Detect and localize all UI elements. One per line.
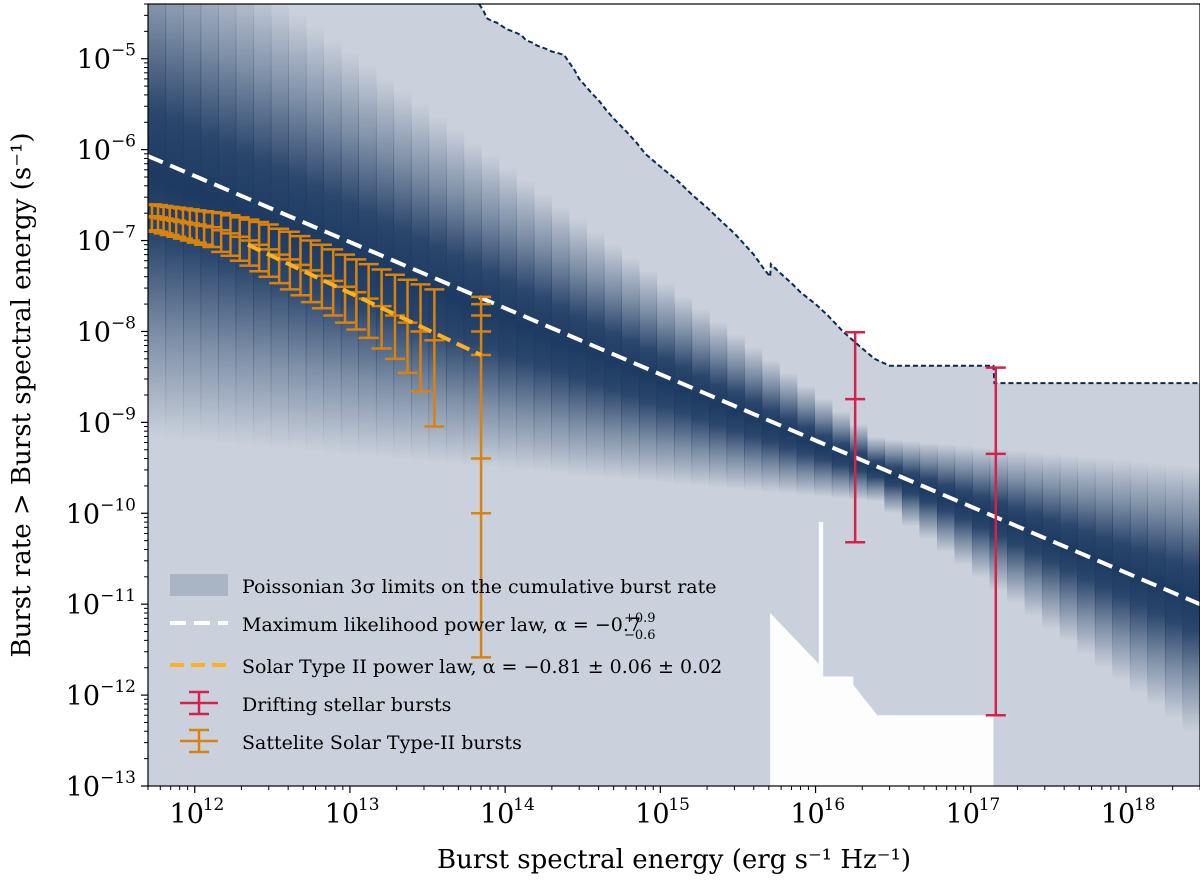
posterior-band-strip <box>849 424 868 501</box>
legend-label-solar: Solar Type II power law, α = −0.81 ± 0.0… <box>242 656 722 678</box>
x-tick-label: 10 <box>325 799 359 830</box>
y-tick-label: 10−10 <box>66 495 136 530</box>
posterior-band-strip <box>516 180 535 471</box>
x-tick-exponent: 13 <box>358 795 380 815</box>
posterior-band-strip <box>235 4 254 447</box>
posterior-band-strip <box>901 441 921 527</box>
y-tick-label: 10−6 <box>77 132 136 167</box>
x-tick-exponent: 18 <box>1134 795 1156 815</box>
posterior-band-strip <box>323 38 342 454</box>
y-tick-label: 10−12 <box>66 677 136 712</box>
posterior-band-strip <box>744 346 763 491</box>
posterior-band-strip <box>1042 453 1061 629</box>
posterior-band-strip <box>954 445 973 565</box>
legend-label-limits: Poissonian 3σ limits on the cumulative b… <box>242 576 717 598</box>
posterior-band-strip <box>919 442 938 540</box>
x-tick-label: 10 <box>480 799 514 830</box>
x-tick-label: 10 <box>790 799 824 830</box>
x-tick-exponent: 14 <box>513 795 535 815</box>
posterior-band-strip <box>411 103 430 462</box>
y-tick-label: 10−11 <box>66 586 136 621</box>
y-tick-label: 10−7 <box>77 223 136 258</box>
x-tick-exponent: 12 <box>203 795 225 815</box>
posterior-band-strip <box>358 64 377 457</box>
y-tick-label: 10−9 <box>77 404 136 439</box>
posterior-band-strip <box>498 167 517 470</box>
posterior-band-strip <box>638 269 658 482</box>
posterior-band-strip <box>796 385 815 496</box>
posterior-band-strip <box>761 359 780 493</box>
legend-label-ml: Maximum likelihood power law, α = −0.7 <box>242 614 641 636</box>
posterior-band-strip <box>481 154 500 468</box>
solar-power-law-line <box>247 242 482 357</box>
posterior-band-strip <box>1129 461 1148 694</box>
posterior-band-strip <box>674 295 693 485</box>
posterior-band-strip <box>305 26 324 453</box>
posterior-band-strip <box>270 4 289 450</box>
y-tick-label: 10−8 <box>77 313 136 348</box>
y-tick-label: 10−13 <box>66 768 136 803</box>
posterior-band-strip <box>253 4 272 448</box>
x-tick-exponent: 17 <box>979 795 1001 815</box>
x-tick-label: 10 <box>1101 799 1135 830</box>
x-tick-label: 10 <box>635 799 669 830</box>
posterior-band-strip <box>568 218 587 476</box>
posterior-band-strip <box>375 77 395 459</box>
satellite-bursts-series <box>148 203 492 659</box>
posterior-band-strip <box>709 321 728 488</box>
legend-patch-limits <box>170 574 228 596</box>
posterior-band-strip <box>603 244 622 479</box>
legend-label-satellite: Sattelite Solar Type-II bursts <box>242 732 522 754</box>
excluded-region-lower <box>770 522 994 786</box>
posterior-band-strip <box>656 282 675 484</box>
posterior-band-strip <box>779 372 798 494</box>
x-axis-label: Burst spectral energy (erg s⁻¹ Hz⁻¹) <box>437 845 911 875</box>
limit-contour-line <box>478 4 1200 385</box>
x-tick-label: 10 <box>170 799 204 830</box>
posterior-band-strip <box>726 334 745 490</box>
excluded-region-upper-mask <box>479 4 1200 384</box>
posterior-band-strip <box>814 398 833 497</box>
posterior-band-strip <box>884 439 903 514</box>
posterior-band-strip <box>1059 454 1078 642</box>
posterior-band-strip <box>586 231 605 477</box>
legend-ml-sup: +0.9 <box>624 611 656 626</box>
legend-ml-sub: −0.6 <box>624 628 656 643</box>
x-tick-exponent: 16 <box>824 795 846 815</box>
stellar-bursts-series <box>845 331 1006 717</box>
x-tick-exponent: 15 <box>668 795 690 815</box>
y-tick-label: 10−5 <box>77 41 136 76</box>
y-axis-label: Burst rate > Burst spectral energy (s⁻¹) <box>7 133 37 658</box>
posterior-band-strip <box>831 411 850 499</box>
legend-label-stellar: Drifting stellar bursts <box>242 694 451 716</box>
x-tick-label: 10 <box>946 799 980 830</box>
posterior-band-strip <box>621 257 640 481</box>
posterior-band-strip <box>551 205 570 474</box>
posterior-band-strip <box>218 4 237 445</box>
posterior-band-strip <box>866 436 885 502</box>
posterior-band-strip <box>200 4 219 444</box>
posterior-band-strip <box>691 308 710 487</box>
posterior-band-strip <box>533 192 552 473</box>
posterior-band-strip <box>446 128 465 465</box>
posterior-band-strip <box>972 447 991 578</box>
